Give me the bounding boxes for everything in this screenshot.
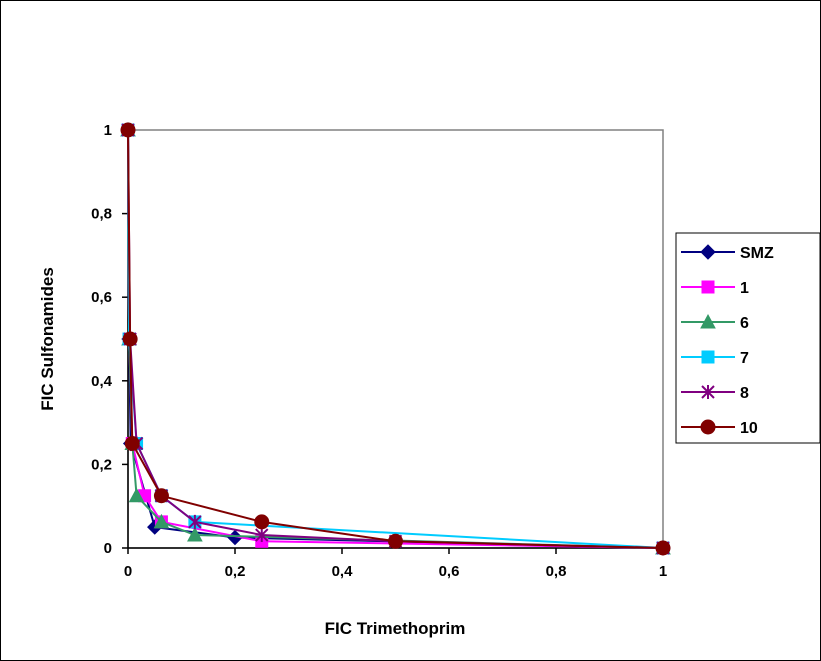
data-point bbox=[188, 514, 202, 529]
series-1 bbox=[121, 123, 670, 555]
data-point bbox=[187, 526, 203, 542]
y-tick-label: 0,2 bbox=[91, 456, 112, 473]
legend-item: SMZ bbox=[681, 244, 774, 262]
legend-label: 10 bbox=[740, 420, 758, 437]
data-point bbox=[254, 514, 270, 530]
y-tick-label: 0 bbox=[104, 540, 112, 557]
x-axis-title: FIC Trimethoprim bbox=[325, 619, 466, 638]
x-tick-label: 1 bbox=[659, 563, 667, 580]
series-line bbox=[127, 129, 664, 549]
plot-area bbox=[127, 129, 664, 549]
data-point bbox=[153, 488, 169, 504]
series-SMZ bbox=[120, 122, 671, 556]
legend-marker bbox=[700, 419, 716, 435]
series-8 bbox=[121, 123, 670, 555]
y-tick-label: 0,8 bbox=[91, 206, 112, 223]
series-line bbox=[127, 129, 664, 549]
series-group bbox=[120, 121, 671, 556]
legend: SMZ 1 6 7 8 10 bbox=[675, 232, 821, 444]
legend-item: 7 bbox=[681, 350, 749, 367]
legend-marker bbox=[701, 385, 715, 399]
axis-ticks: 0 0,2 0,4 0,6 0,8 1 0 0,2 0,4 0,6 0,8 1 bbox=[91, 122, 667, 580]
series-line bbox=[127, 129, 664, 549]
x-tick-label: 0 bbox=[124, 563, 132, 580]
legend-label: SMZ bbox=[740, 245, 774, 262]
data-point bbox=[128, 487, 145, 503]
data-point bbox=[388, 533, 403, 549]
legend-item: 1 bbox=[681, 280, 749, 297]
series-line bbox=[127, 129, 664, 549]
x-tick-label: 0,2 bbox=[225, 563, 246, 580]
data-point bbox=[255, 528, 269, 543]
series-10 bbox=[120, 122, 671, 556]
y-axis-title: FIC Sulfonamides bbox=[38, 267, 57, 411]
legend-label: 8 bbox=[740, 385, 749, 402]
x-tick-label: 0,8 bbox=[546, 563, 567, 580]
legend-marker bbox=[701, 350, 715, 364]
series-7 bbox=[121, 123, 670, 555]
data-point bbox=[122, 331, 138, 347]
legend-marker bbox=[700, 313, 716, 329]
y-tick-label: 0,4 bbox=[91, 373, 113, 390]
y-tick-label: 1 bbox=[104, 122, 112, 139]
data-point bbox=[153, 513, 170, 529]
data-point bbox=[124, 436, 140, 451]
legend-box bbox=[675, 232, 821, 444]
x-tick-label: 0,4 bbox=[332, 563, 354, 580]
legend-label: 6 bbox=[740, 315, 749, 332]
legend-marker bbox=[701, 280, 715, 294]
series-6 bbox=[120, 121, 671, 555]
legend-item: 8 bbox=[681, 385, 749, 402]
data-point bbox=[120, 122, 136, 138]
legend-item: 10 bbox=[681, 419, 758, 437]
x-tick-label: 0,6 bbox=[439, 563, 460, 580]
legend-label: 7 bbox=[740, 350, 749, 367]
legend-marker bbox=[700, 244, 716, 260]
y-tick-label: 0,6 bbox=[91, 289, 112, 306]
legend-item: 6 bbox=[681, 313, 749, 332]
series-line bbox=[127, 129, 664, 549]
plot-area-border bbox=[127, 129, 664, 549]
series-line bbox=[127, 129, 664, 549]
data-point bbox=[655, 540, 671, 556]
legend-label: 1 bbox=[740, 280, 749, 297]
